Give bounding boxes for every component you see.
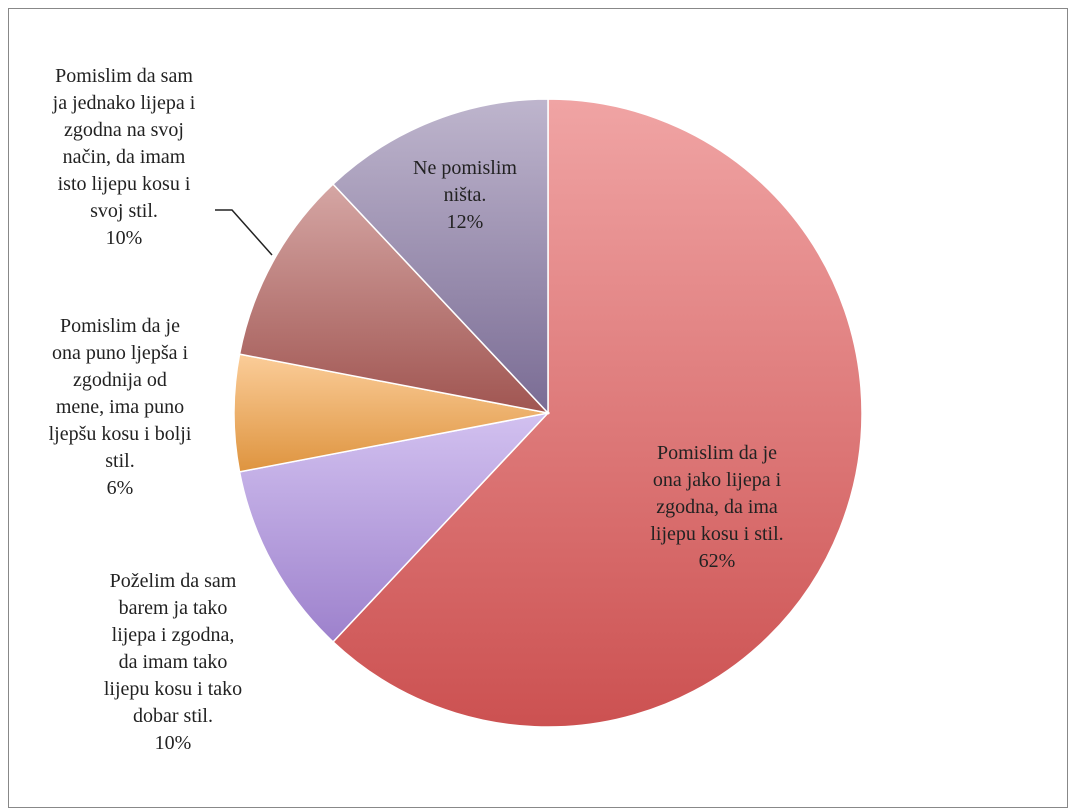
- pie-slice: [238, 411, 551, 643]
- value-label: 10%: [154, 732, 192, 754]
- value-label: 6%: [106, 477, 134, 499]
- category-label: Pomislim da je ona puno ljepša i zgodnij…: [48, 315, 192, 472]
- value-label: 10%: [105, 227, 143, 249]
- category-label: Pomislim da sam ja jednako lijepa i zgod…: [52, 65, 196, 222]
- category-label: Poželim da sam barem ja tako lijepa i zg…: [103, 570, 243, 727]
- category-label: Ne pomislim ništa.: [413, 157, 517, 206]
- pie-slice: [238, 183, 551, 415]
- slice-label: Pomislim da je ona puno ljepša i zgodnij…: [49, 313, 192, 502]
- slice-label: Pomislim da sam ja jednako lijepa i zgod…: [53, 63, 196, 252]
- value-label: 12%: [446, 211, 484, 233]
- category-label: Pomislim da je ona jako lijepa i zgodna,…: [650, 442, 784, 545]
- slice-label: Pomislim da je ona jako lijepa i zgodna,…: [650, 440, 783, 575]
- pie-slice: [233, 353, 549, 473]
- pie-slice: [331, 98, 549, 415]
- slice-label: Ne pomislim ništa. 12%: [413, 155, 517, 236]
- pie-slice: [331, 98, 863, 728]
- slice-label: Poželim da sam barem ja tako lijepa i zg…: [104, 568, 242, 757]
- value-label: 62%: [698, 550, 736, 572]
- leader-line: [215, 209, 273, 256]
